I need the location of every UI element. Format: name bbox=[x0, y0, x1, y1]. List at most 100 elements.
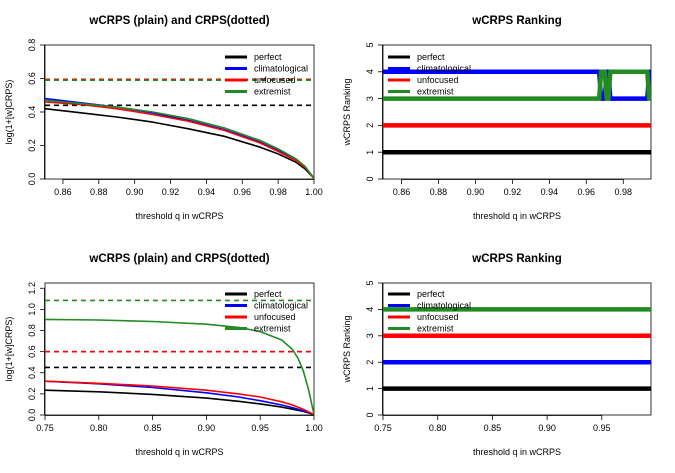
legend-label-extremist: extremist bbox=[254, 324, 291, 334]
y-tick-label: 0.6 bbox=[27, 345, 37, 358]
legend-label-unfocused: unfocused bbox=[417, 75, 459, 85]
x-tick-label: 0.98 bbox=[269, 187, 287, 197]
y-tick-label: 0.2 bbox=[27, 139, 37, 152]
chart-title: wCRPS Ranking bbox=[471, 253, 561, 265]
y-tick-label: 0.4 bbox=[27, 367, 37, 380]
y-tick-label: 2 bbox=[365, 123, 375, 128]
y-tick-label: 0 bbox=[365, 412, 375, 417]
x-tick-label: 0.94 bbox=[198, 187, 216, 197]
y-tick-label: 0.0 bbox=[27, 409, 37, 422]
y-axis-label: log(1+[w]CRPS) bbox=[4, 80, 14, 145]
x-tick-label: 0.86 bbox=[54, 187, 72, 197]
y-tick-label: 1.0 bbox=[27, 303, 37, 316]
y-axis-label: log(1+[w]CRPS) bbox=[4, 317, 14, 382]
y-axis-label: wCRPS Ranking bbox=[342, 315, 352, 383]
plot-area bbox=[383, 69, 651, 155]
x-tick-label: 0.85 bbox=[484, 423, 502, 433]
chart-title: wCRPS (plain) and CRPS(dotted) bbox=[88, 253, 269, 265]
series-line-extremist bbox=[45, 99, 314, 179]
series-line-extremist bbox=[45, 318, 314, 415]
plot-frame bbox=[382, 44, 652, 180]
y-tick-label: 0.4 bbox=[27, 106, 37, 119]
series-line-perfect bbox=[45, 107, 314, 179]
x-tick-label: 0.88 bbox=[90, 187, 108, 197]
x-tick-label: 0.98 bbox=[615, 187, 633, 197]
legend-label-unfocused: unfocused bbox=[417, 312, 459, 322]
y-tick-label: 1.2 bbox=[27, 282, 37, 295]
y-tick-label: 0.8 bbox=[27, 39, 37, 52]
chart-panel-3: wCRPS (plain) and CRPS(dotted) threshold … bbox=[4, 253, 323, 457]
legend-label-extremist: extremist bbox=[417, 87, 454, 97]
x-tick-label: 0.85 bbox=[144, 423, 162, 433]
series-line-climatological bbox=[45, 380, 314, 415]
series-line-extremist bbox=[383, 69, 651, 101]
legend-label-climatological: climatological bbox=[254, 64, 308, 74]
x-tick-label: 0.94 bbox=[541, 187, 559, 197]
chart-title: wCRPS Ranking bbox=[471, 15, 561, 27]
chart-panel-1: wCRPS (plain) and CRPS(dotted) threshold … bbox=[4, 15, 323, 221]
chart-title: wCRPS (plain) and CRPS(dotted) bbox=[88, 15, 269, 27]
y-tick-label: 4 bbox=[365, 307, 375, 312]
y-tick-label: 2 bbox=[365, 360, 375, 365]
y-tick-label: 0.6 bbox=[27, 72, 37, 85]
x-tick-label: 0.75 bbox=[36, 423, 54, 433]
legend-label-unfocused: unfocused bbox=[254, 75, 296, 85]
legend-label-extremist: extremist bbox=[254, 87, 291, 97]
x-tick-label: 1.00 bbox=[305, 187, 323, 197]
y-tick-label: 1 bbox=[365, 386, 375, 391]
x-tick-label: 0.95 bbox=[251, 423, 269, 433]
series-line-unfocused bbox=[45, 101, 314, 179]
y-axis-label: wCRPS Ranking bbox=[342, 78, 352, 146]
x-tick-label: 0.90 bbox=[126, 187, 144, 197]
x-tick-label: 0.86 bbox=[393, 187, 411, 197]
y-tick-label: 1 bbox=[365, 150, 375, 155]
x-tick-label: 0.80 bbox=[429, 423, 447, 433]
legend-label-climatological: climatological bbox=[417, 301, 471, 311]
y-tick-label: 5 bbox=[365, 280, 375, 285]
x-tick-label: 1.00 bbox=[305, 423, 323, 433]
x-tick-label: 0.92 bbox=[504, 187, 522, 197]
plot-area bbox=[45, 78, 314, 179]
y-tick-label: 5 bbox=[365, 42, 375, 47]
series-line-perfect bbox=[45, 389, 314, 415]
legend-label-perfect: perfect bbox=[254, 52, 282, 62]
y-tick-label: 0 bbox=[365, 176, 375, 181]
x-axis-label: threshold q in wCRPS bbox=[135, 447, 223, 457]
x-tick-label: 0.75 bbox=[374, 423, 392, 433]
plot-frame bbox=[382, 282, 652, 416]
x-tick-label: 0.90 bbox=[198, 423, 216, 433]
plot-area bbox=[383, 307, 651, 391]
y-tick-label: 0.8 bbox=[27, 324, 37, 337]
plot-frame bbox=[44, 44, 315, 180]
x-tick-label: 0.88 bbox=[430, 187, 448, 197]
legend-label-extremist: extremist bbox=[417, 324, 454, 334]
x-axis-label: threshold q in wCRPS bbox=[135, 211, 223, 221]
x-axis-label: threshold q in wCRPS bbox=[473, 211, 561, 221]
y-tick-label: 3 bbox=[365, 96, 375, 101]
legend-label-climatological: climatological bbox=[254, 301, 308, 311]
x-tick-label: 0.96 bbox=[578, 187, 596, 197]
x-axis-label: threshold q in wCRPS bbox=[473, 447, 561, 457]
x-tick-label: 0.90 bbox=[538, 423, 556, 433]
series-line-unfocused bbox=[45, 380, 314, 415]
chart-panel-2: wCRPS Ranking threshold q in wCRPS wCRPS R… bbox=[342, 15, 652, 221]
series-line-climatological bbox=[45, 97, 314, 179]
x-tick-label: 0.80 bbox=[90, 423, 108, 433]
x-tick-label: 0.95 bbox=[593, 423, 611, 433]
plot-area bbox=[45, 299, 314, 415]
y-tick-label: 0.2 bbox=[27, 388, 37, 401]
y-tick-label: 3 bbox=[365, 333, 375, 338]
legend-label-perfect: perfect bbox=[417, 289, 445, 299]
y-tick-label: 4 bbox=[365, 69, 375, 74]
x-tick-label: 0.90 bbox=[467, 187, 485, 197]
legend-label-perfect: perfect bbox=[254, 289, 282, 299]
plot-frame bbox=[44, 282, 315, 416]
legend-label-unfocused: unfocused bbox=[254, 312, 296, 322]
chart-panel-4: wCRPS Ranking threshold q in wCRPS wCRPS R… bbox=[342, 253, 652, 457]
legend-label-perfect: perfect bbox=[417, 52, 445, 62]
legend-label-climatological: climatological bbox=[417, 64, 471, 74]
x-tick-label: 0.92 bbox=[162, 187, 180, 197]
x-tick-label: 0.96 bbox=[234, 187, 252, 197]
y-tick-label: 0.0 bbox=[27, 173, 37, 186]
